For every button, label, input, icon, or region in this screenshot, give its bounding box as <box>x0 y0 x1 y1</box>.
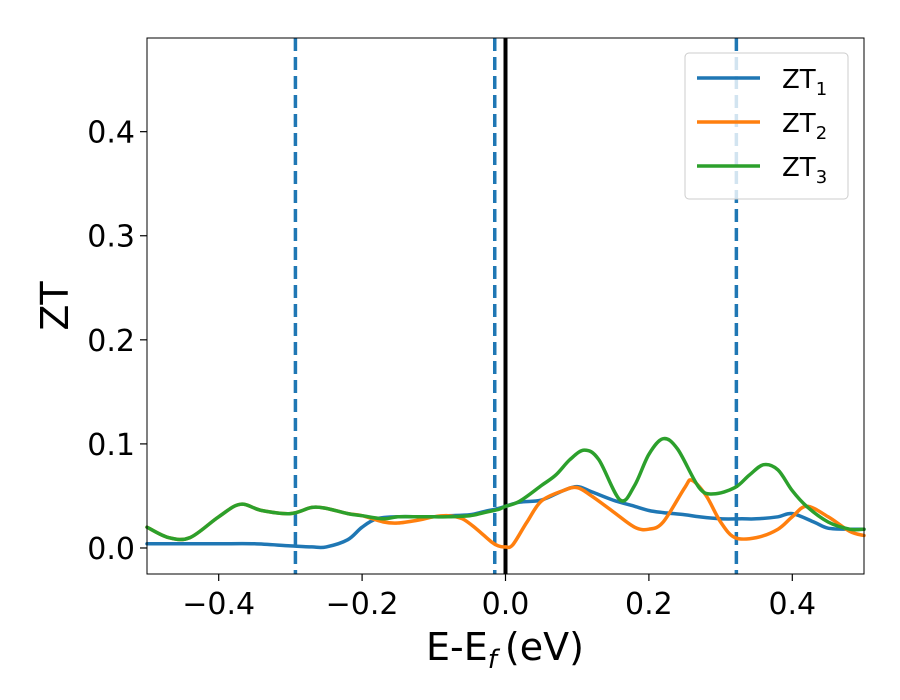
legend-box <box>684 52 849 200</box>
series-line-zt3 <box>145 436 866 542</box>
x-tick-label: 0.0 <box>482 587 530 622</box>
series-line-zt1 <box>145 484 866 550</box>
y-tick-label: 0.3 <box>87 220 135 255</box>
x-axis-label: E-Ef (eV) <box>426 625 584 675</box>
x-tick-label: 0.2 <box>625 587 673 622</box>
y-tick-label: 0.1 <box>87 428 135 463</box>
legend: ZT1 ZT2 ZT3 <box>684 52 849 200</box>
y-tick-label: 0.2 <box>87 324 135 359</box>
x-axis-label-subscript: f <box>488 645 501 675</box>
y-tick-label: 0.4 <box>87 116 135 151</box>
x-tick-label: 0.4 <box>768 587 816 622</box>
x-tick-label: −0.4 <box>182 587 255 622</box>
y-axis: 0.0 0.1 0.2 0.3 0.4 <box>87 116 147 567</box>
y-axis-label: ZT <box>33 281 77 331</box>
x-axis: −0.4 −0.2 0.0 0.2 0.4 <box>182 574 816 622</box>
series-layer <box>145 436 866 550</box>
legend-label-zt2: ZT2 <box>782 109 827 144</box>
legend-label-zt1: ZT1 <box>782 65 827 100</box>
x-axis-label-unit: (eV) <box>505 625 584 669</box>
y-tick-label: 0.0 <box>87 532 135 567</box>
x-tick-label: −0.2 <box>326 587 399 622</box>
x-axis-label-main: E-E <box>426 625 488 669</box>
legend-label-zt3: ZT3 <box>782 153 827 188</box>
